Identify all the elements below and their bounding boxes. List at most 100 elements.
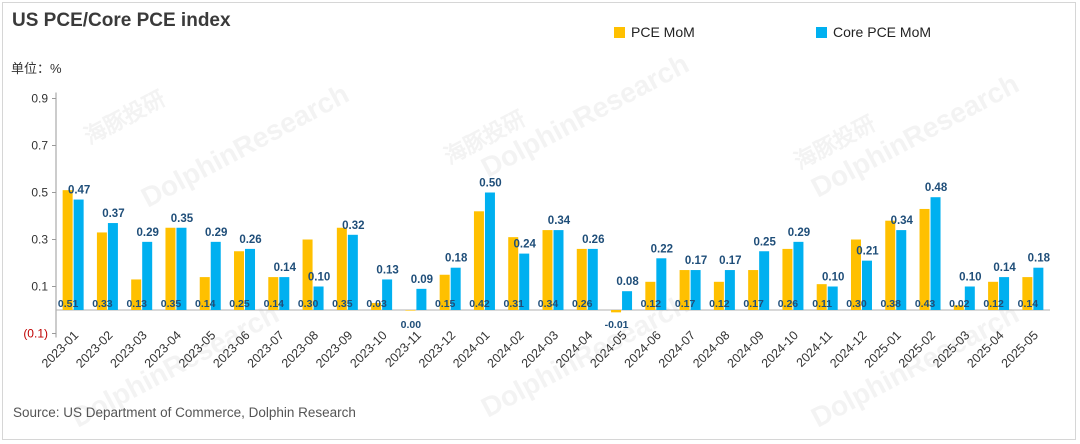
x-tick-label: 2024-05 <box>587 328 629 370</box>
bar-pce <box>713 281 724 310</box>
bar-core <box>999 277 1010 310</box>
bar-pce <box>988 281 999 310</box>
bar-pce <box>336 227 347 310</box>
x-tick-label: 2024-04 <box>553 328 595 370</box>
bar-core <box>279 277 290 310</box>
data-label-pce: 0.14 <box>195 298 216 310</box>
data-label-core: 0.26 <box>239 234 261 246</box>
data-label-core: 0.29 <box>136 227 158 239</box>
data-label-pce: 0.02 <box>949 298 970 310</box>
data-label-pce: 0.12 <box>709 298 730 310</box>
bar-core <box>896 230 907 310</box>
data-label-pce: 0.14 <box>1018 298 1039 310</box>
bar-core <box>553 230 564 310</box>
x-tick-label: 2023-06 <box>210 328 252 370</box>
data-label-pce: 0.25 <box>229 298 250 310</box>
data-label-core: 0.17 <box>719 255 741 267</box>
bar-pce <box>508 237 519 310</box>
data-label-pce: 0.33 <box>92 298 113 310</box>
bar-pce <box>850 239 861 310</box>
data-label-core: 0.48 <box>925 182 948 194</box>
legend-item-pce: PCE MoM <box>614 24 695 40</box>
data-label-core: 0.32 <box>342 220 364 232</box>
data-label-core: 0.21 <box>856 246 879 258</box>
legend-item-core: Core PCE MoM <box>816 24 931 40</box>
data-label-pce: 0.35 <box>332 298 353 310</box>
x-tick-label: 2023-04 <box>142 328 184 370</box>
bar-pce <box>371 302 382 310</box>
x-tick-label: 2023-08 <box>279 328 321 370</box>
data-label-core: 0.34 <box>548 215 571 227</box>
data-label-pce: -0.01 <box>605 319 629 331</box>
data-label-pce: 0.30 <box>298 298 319 310</box>
bar-core <box>416 288 427 310</box>
chart-title: US PCE/Core PCE index <box>12 10 231 31</box>
data-label-pce: 0.43 <box>915 298 936 310</box>
data-label-pce: 0.12 <box>983 298 1004 310</box>
x-tick-label: 2023-03 <box>107 328 149 370</box>
bar-core <box>245 248 256 310</box>
bar-core <box>861 260 872 310</box>
data-label-pce: 0.03 <box>366 298 387 310</box>
bar-core <box>793 241 804 310</box>
data-label-pce: 0.14 <box>264 298 285 310</box>
bar-core <box>827 286 838 310</box>
data-label-core: 0.10 <box>822 272 844 284</box>
data-label-pce: 0.13 <box>126 298 147 310</box>
bar-core <box>519 253 530 310</box>
bar-core <box>313 286 324 310</box>
data-label-core: 0.37 <box>102 208 124 220</box>
data-label-core: 0.34 <box>891 215 914 227</box>
bar-pce <box>165 227 176 310</box>
x-tick-label: 2023-02 <box>73 328 115 370</box>
x-tick-label: 2025-02 <box>896 328 938 370</box>
bar-core <box>347 234 358 310</box>
bar-core <box>690 270 701 310</box>
legend-swatch-pce <box>614 26 625 38</box>
data-label-core: 0.08 <box>616 276 639 288</box>
x-tick-label: 2025-01 <box>862 328 904 370</box>
bar-core <box>142 241 153 310</box>
bar-core <box>656 258 667 310</box>
bar-core <box>622 291 633 310</box>
x-tick-label: 2024-02 <box>485 328 527 370</box>
bar-core <box>964 286 975 310</box>
bar-pce <box>542 230 553 310</box>
bar-core <box>587 248 598 310</box>
data-label-core: 0.13 <box>376 264 398 276</box>
data-label-pce: 0.17 <box>743 298 764 310</box>
x-tick-label: 2024-07 <box>656 328 698 370</box>
data-label-core: 0.47 <box>68 185 90 197</box>
bar-pce <box>748 270 759 310</box>
data-label-pce: 0.12 <box>641 298 662 310</box>
data-label-pce: 0.51 <box>58 298 79 310</box>
data-label-pce: 0.00 <box>401 319 422 331</box>
x-tick-label: 2024-10 <box>759 328 801 370</box>
bar-core <box>450 267 461 310</box>
bar-pce <box>611 310 622 313</box>
data-label-core: 0.25 <box>753 236 776 248</box>
bar-pce <box>885 220 896 310</box>
bar-pce <box>473 211 484 310</box>
bar-pce <box>1022 277 1033 310</box>
x-tick-label: 2025-03 <box>930 328 972 370</box>
bar-pce <box>645 281 656 310</box>
bar-pce <box>405 310 416 311</box>
bar-pce <box>62 190 73 310</box>
data-label-core: 0.10 <box>959 272 981 284</box>
data-label-core: 0.17 <box>685 255 707 267</box>
data-label-pce: 0.11 <box>812 298 832 310</box>
y-tick-label: (0.1) <box>23 327 48 341</box>
bar-pce <box>268 277 279 310</box>
data-label-core: 0.29 <box>205 227 227 239</box>
data-label-pce: 0.26 <box>572 298 593 310</box>
bar-core <box>210 241 221 310</box>
x-tick-label: 2024-09 <box>724 328 766 370</box>
bar-core <box>176 227 187 310</box>
x-tick-label: 2024-01 <box>450 328 492 370</box>
bar-pce <box>782 248 793 310</box>
bar-pce <box>816 284 827 310</box>
x-tick-label: 2024-06 <box>622 328 664 370</box>
data-label-core: 0.18 <box>1028 253 1051 265</box>
